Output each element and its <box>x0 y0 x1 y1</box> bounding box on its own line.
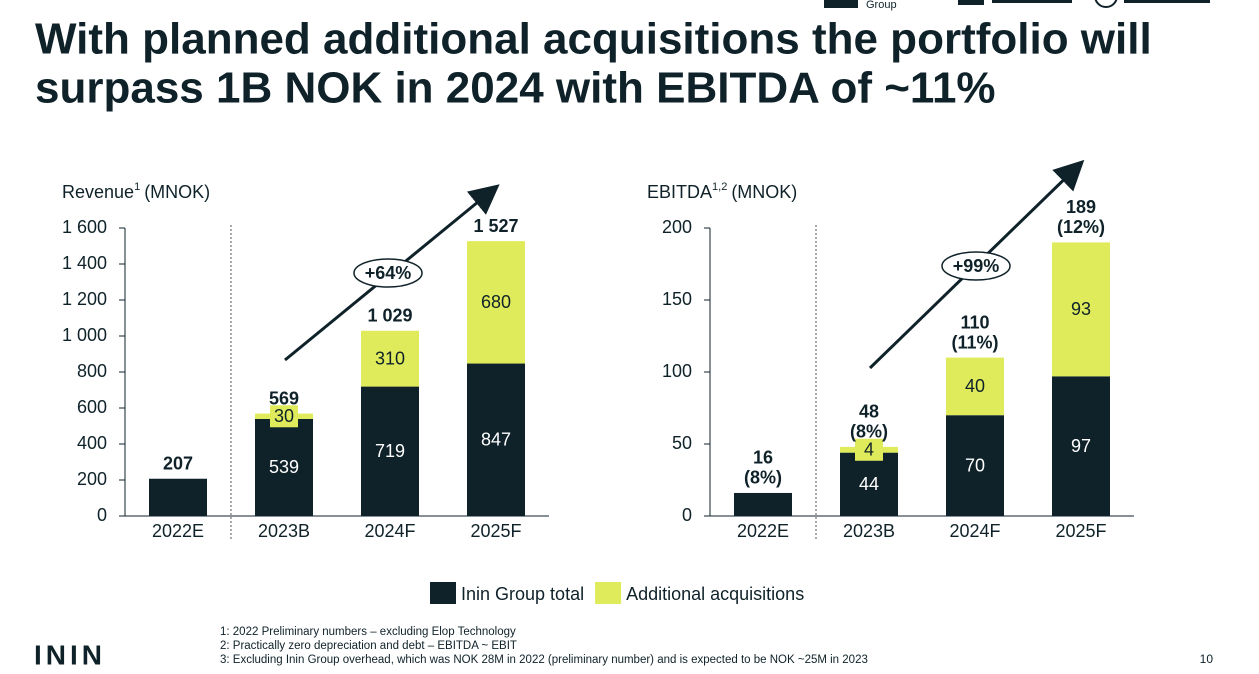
y-axis-label-name: EBITDA <box>647 182 712 202</box>
logo-mark <box>1124 0 1210 3</box>
segment-label: 4 <box>864 440 874 460</box>
bar-segment <box>467 241 525 364</box>
total-label: 189 <box>1066 197 1096 217</box>
x-tick-label: 2025F <box>470 521 521 541</box>
bar-segment <box>361 386 419 516</box>
annotation-bubble <box>353 258 423 288</box>
x-tick-label: 2023B <box>843 521 895 541</box>
brand-logo: ININ <box>34 639 106 670</box>
y-tick-label: 0 <box>97 505 107 525</box>
logo-mark <box>992 0 1072 3</box>
bar-segment <box>946 415 1004 516</box>
segment-label: 44 <box>859 474 879 494</box>
legend-swatch <box>430 582 456 604</box>
margin-label: (11%) <box>951 332 998 352</box>
y-axis-label-name: Revenue <box>62 182 134 202</box>
y-axis-label: Revenue1 (MNOK) <box>62 181 210 202</box>
bar-segment <box>734 492 792 516</box>
segment-label: 93 <box>1071 299 1091 319</box>
segment-label: 719 <box>375 441 405 461</box>
y-axis-label-unit: (MNOK) <box>144 182 210 202</box>
annotation-bubble <box>941 251 1011 281</box>
logo-mark <box>824 0 858 8</box>
y-tick-label: 1 600 <box>62 217 107 237</box>
logo-text: Group <box>866 0 897 11</box>
bar-segment <box>840 452 898 516</box>
x-tick-label: 2022E <box>152 521 204 541</box>
total-label: 48 <box>859 402 879 422</box>
total-label: 569 <box>269 388 299 408</box>
segment-label: 539 <box>269 457 299 477</box>
margin-label: (8%) <box>744 468 782 488</box>
footnote: 3: Excluding Inin Group overhead, which … <box>220 654 868 666</box>
y-tick-label: 0 <box>682 505 692 525</box>
y-tick-label: 200 <box>662 217 692 237</box>
bar-segment <box>946 357 1004 416</box>
page-number: 10 <box>1200 652 1214 666</box>
segment-label: 310 <box>375 348 405 368</box>
total-label: 110 <box>960 312 989 332</box>
y-axis-label-note: 1 <box>134 181 140 193</box>
segment-label: 680 <box>481 292 511 312</box>
bar-segment <box>255 418 313 516</box>
annotation: +64% <box>365 263 412 283</box>
bar-segment <box>361 330 419 387</box>
logo-mark <box>958 0 984 5</box>
legend: Inin Group total Additional acquisitions <box>430 582 804 604</box>
legend-swatch <box>595 582 622 604</box>
y-tick-label: 50 <box>672 433 692 453</box>
x-tick-label: 2025F <box>1055 521 1106 541</box>
y-tick-label: 1 400 <box>62 253 107 273</box>
y-tick-label: 600 <box>77 397 107 417</box>
legend-label: Inin Group total <box>461 584 584 604</box>
y-axis-label-note: 1,2 <box>712 181 727 193</box>
label-bg <box>855 438 883 461</box>
margin-label: (8%) <box>850 422 888 442</box>
logo-mark <box>1094 0 1118 8</box>
segment-label: 847 <box>481 430 511 450</box>
footnote: 2: Practically zero depreciation and deb… <box>220 640 517 652</box>
total-label: 207 <box>163 453 193 473</box>
segment-label: 97 <box>1071 436 1091 456</box>
segment-label: 70 <box>965 455 985 475</box>
total-label: 1 527 <box>473 216 518 236</box>
y-tick-label: 100 <box>662 361 692 381</box>
y-tick-label: 150 <box>662 289 692 309</box>
title: surpass 1B NOK in 2024 with EBITDA of ~1… <box>35 64 996 113</box>
footnote: 1: 2022 Preliminary numbers – excluding … <box>220 626 516 638</box>
total-label: 1 029 <box>367 306 412 326</box>
bar-segment <box>1052 376 1110 516</box>
bar-segment <box>1052 242 1110 377</box>
bar-segment <box>467 363 525 516</box>
bar-segment <box>149 478 207 516</box>
y-axis-label-unit: (MNOK) <box>731 182 797 202</box>
y-tick-label: 1 000 <box>62 325 107 345</box>
y-tick-label: 400 <box>77 433 107 453</box>
label-bg <box>270 405 298 428</box>
x-tick-label: 2024F <box>949 521 1000 541</box>
total-label: 16 <box>753 448 773 468</box>
segment-label: 40 <box>965 376 985 396</box>
x-tick-label: 2022E <box>737 521 789 541</box>
legend-label: Additional acquisitions <box>626 584 804 604</box>
segment-label: 30 <box>274 406 294 426</box>
title: With planned additional acquisitions the… <box>35 15 1152 64</box>
y-tick-label: 1 200 <box>62 289 107 309</box>
y-tick-label: 200 <box>77 469 107 489</box>
x-tick-label: 2023B <box>258 521 310 541</box>
x-tick-label: 2024F <box>364 521 415 541</box>
y-axis-label: EBITDA1,2 (MNOK) <box>647 181 797 202</box>
y-tick-label: 800 <box>77 361 107 381</box>
annotation: +99% <box>953 256 1000 276</box>
margin-label: (12%) <box>1057 217 1105 237</box>
